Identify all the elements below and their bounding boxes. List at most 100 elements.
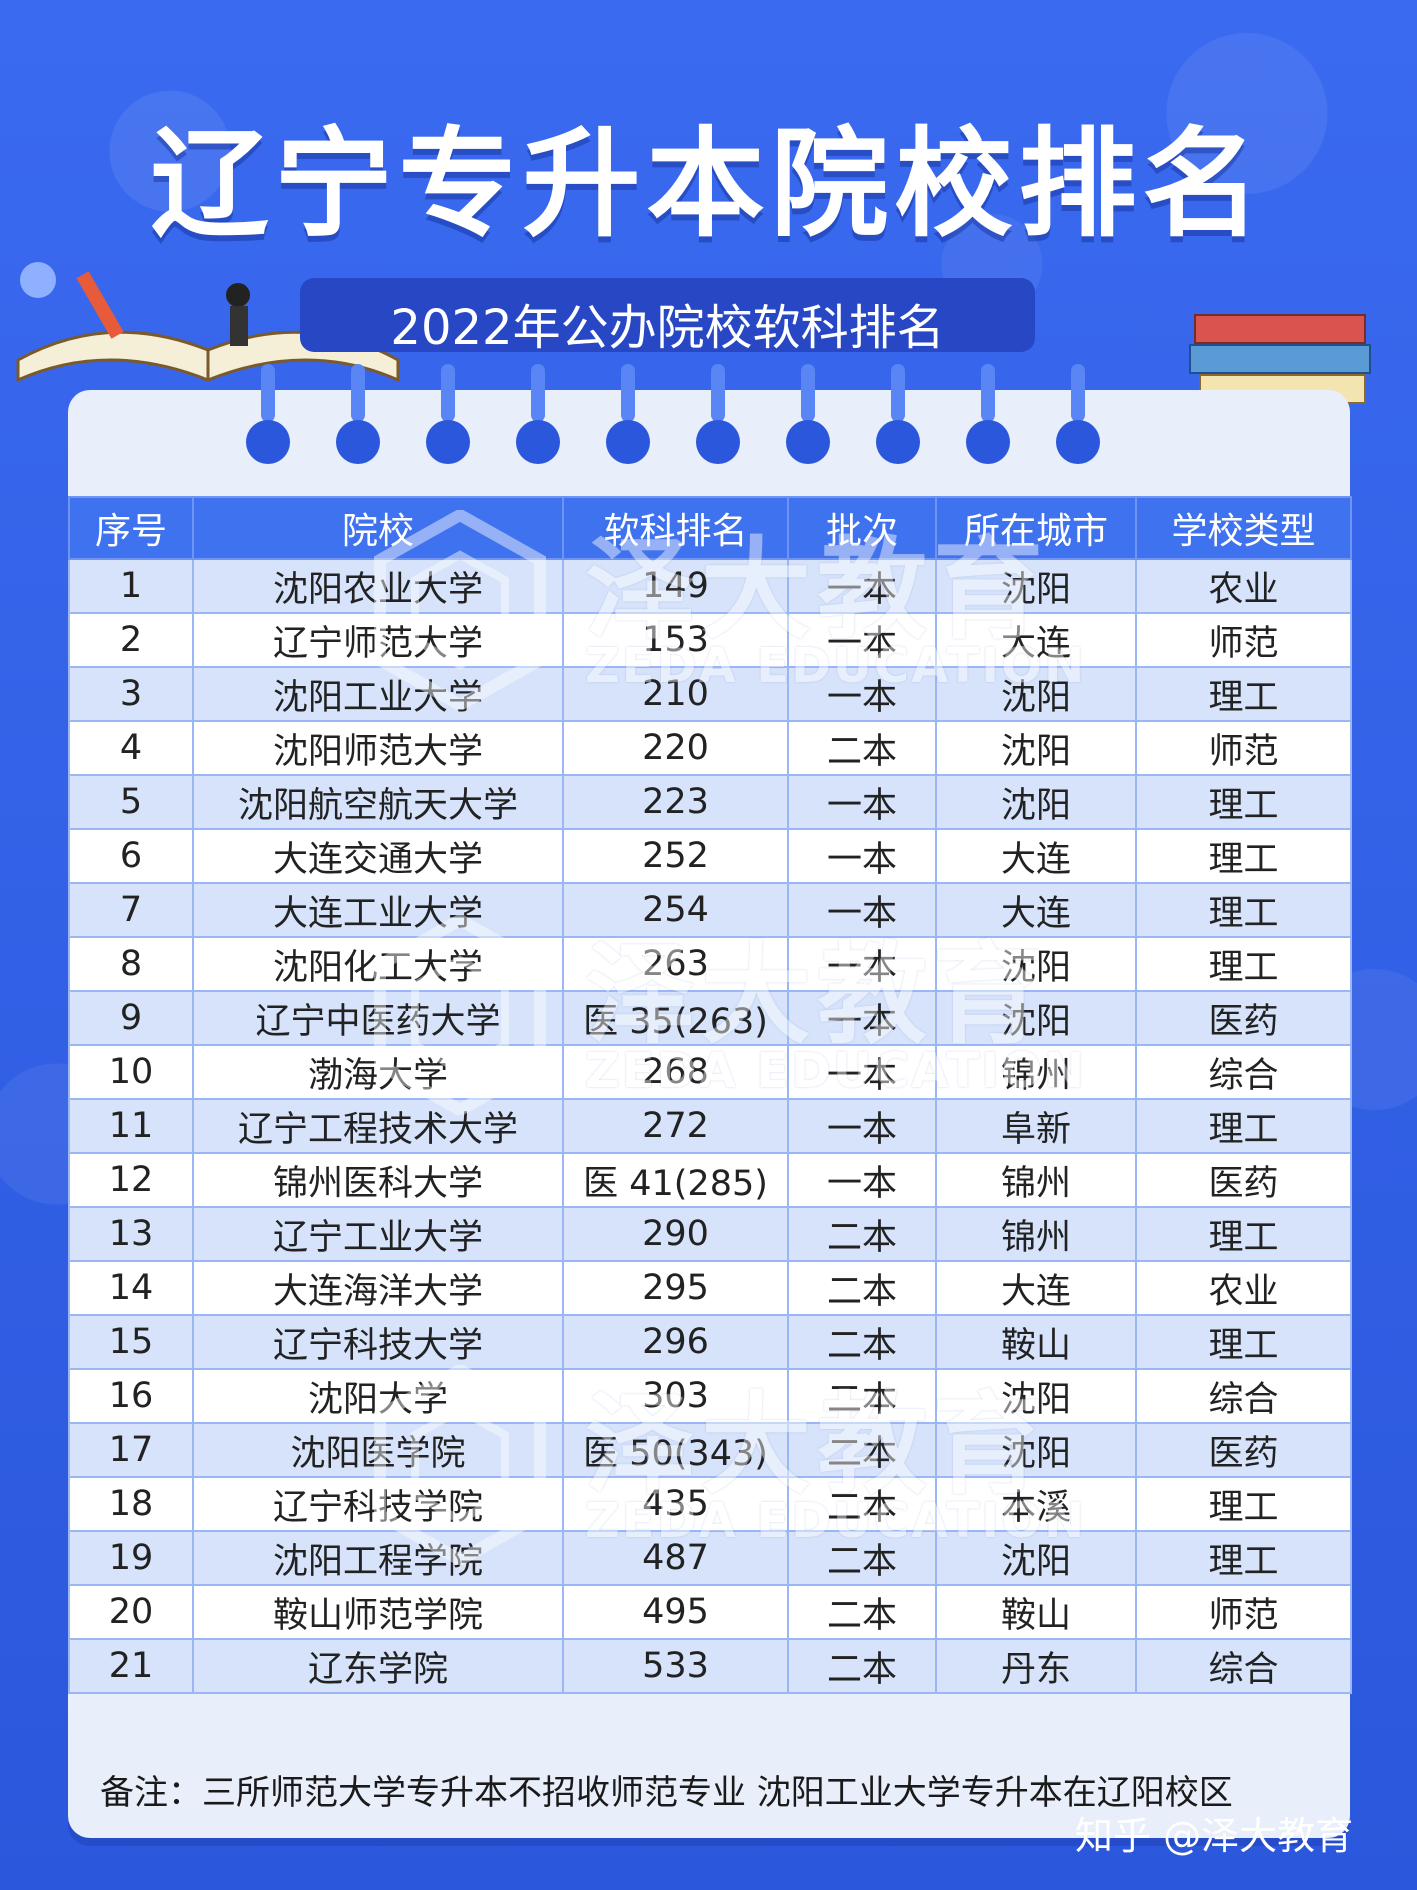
table-cell: 二本 <box>787 1638 937 1694</box>
table-cell: 医药 <box>1135 990 1352 1046</box>
table-cell: 一本 <box>787 1098 937 1154</box>
table-cell: 14 <box>68 1260 194 1316</box>
binder-ring <box>966 364 1010 464</box>
table-cell: 一本 <box>787 990 937 1046</box>
table-cell: 17 <box>68 1422 194 1478</box>
table-row: 16 沈阳大学 303 二本 沈阳 综合 <box>68 1368 1352 1424</box>
table-cell: 沈阳航空航天大学 <box>192 774 564 830</box>
table-cell: 辽宁科技大学 <box>192 1314 564 1370</box>
table-cell: 二本 <box>787 1476 937 1532</box>
table-cell: 435 <box>562 1476 789 1532</box>
table-row: 14 大连海洋大学 295 二本 大连 农业 <box>68 1260 1352 1316</box>
table-cell: 沈阳 <box>935 1422 1137 1478</box>
table-cell: 15 <box>68 1314 194 1370</box>
table-cell: 12 <box>68 1152 194 1208</box>
column-header: 序号 <box>68 496 194 560</box>
table-cell: 252 <box>562 828 789 884</box>
table-cell: 沈阳 <box>935 720 1137 776</box>
table-cell: 1 <box>68 558 194 614</box>
table-cell: 二本 <box>787 1530 937 1586</box>
table-cell: 一本 <box>787 774 937 830</box>
table-row: 13 辽宁工业大学 290 二本 锦州 理工 <box>68 1206 1352 1262</box>
table-cell: 农业 <box>1135 1260 1352 1316</box>
table-cell: 辽宁科技学院 <box>192 1476 564 1532</box>
table-cell: 理工 <box>1135 882 1352 938</box>
table-cell: 二本 <box>787 1422 937 1478</box>
table-cell: 13 <box>68 1206 194 1262</box>
table-cell: 268 <box>562 1044 789 1100</box>
book-stack-illustration <box>1189 314 1371 404</box>
column-header: 软科排名 <box>562 496 789 560</box>
table-cell: 医 41(285) <box>562 1152 789 1208</box>
table-cell: 理工 <box>1135 1530 1352 1586</box>
table-cell: 一本 <box>787 882 937 938</box>
table-body: 1 沈阳农业大学 149 一本 沈阳 农业 2 辽宁师范大学 153 一本 大连 师范 3 沈阳工业大学 2… <box>68 558 1352 1694</box>
table-cell: 师范 <box>1135 1584 1352 1640</box>
table-cell: 锦州 <box>935 1044 1137 1100</box>
table-cell: 20 <box>68 1584 194 1640</box>
table-cell: 290 <box>562 1206 789 1262</box>
table-cell: 沈阳 <box>935 666 1137 722</box>
table-cell: 鞍山师范学院 <box>192 1584 564 1640</box>
table-cell: 2 <box>68 612 194 668</box>
binder-ring <box>336 364 380 464</box>
table-cell: 沈阳农业大学 <box>192 558 564 614</box>
table-cell: 沈阳 <box>935 1368 1137 1424</box>
table-cell: 沈阳医学院 <box>192 1422 564 1478</box>
table-cell: 锦州医科大学 <box>192 1152 564 1208</box>
table-cell: 农业 <box>1135 558 1352 614</box>
table-row: 19 沈阳工程学院 487 二本 沈阳 理工 <box>68 1530 1352 1586</box>
table-cell: 9 <box>68 990 194 1046</box>
table-cell: 5 <box>68 774 194 830</box>
table-cell: 二本 <box>787 1368 937 1424</box>
table-row: 3 沈阳工业大学 210 一本 沈阳 理工 <box>68 666 1352 722</box>
binder-ring <box>786 364 830 464</box>
table-cell: 理工 <box>1135 774 1352 830</box>
table-cell: 医药 <box>1135 1152 1352 1208</box>
table-cell: 大连工业大学 <box>192 882 564 938</box>
table-cell: 8 <box>68 936 194 992</box>
table-row: 1 沈阳农业大学 149 一本 沈阳 农业 <box>68 558 1352 614</box>
table-cell: 二本 <box>787 1260 937 1316</box>
table-cell: 沈阳工业大学 <box>192 666 564 722</box>
table-row: 2 辽宁师范大学 153 一本 大连 师范 <box>68 612 1352 668</box>
binder-ring <box>516 364 560 464</box>
table-cell: 理工 <box>1135 1476 1352 1532</box>
table-cell: 一本 <box>787 936 937 992</box>
table-cell: 二本 <box>787 720 937 776</box>
table-cell: 沈阳师范大学 <box>192 720 564 776</box>
column-header: 批次 <box>787 496 937 560</box>
table-cell: 二本 <box>787 1584 937 1640</box>
table-cell: 一本 <box>787 828 937 884</box>
binder-ring <box>1056 364 1100 464</box>
table-cell: 辽东学院 <box>192 1638 564 1694</box>
table-cell: 大连 <box>935 828 1137 884</box>
table-cell: 辽宁中医药大学 <box>192 990 564 1046</box>
table-row: 10 渤海大学 268 一本 锦州 综合 <box>68 1044 1352 1100</box>
table-cell: 一本 <box>787 1152 937 1208</box>
table-cell: 锦州 <box>935 1152 1137 1208</box>
table-cell: 医 35(263) <box>562 990 789 1046</box>
table-cell: 295 <box>562 1260 789 1316</box>
table-cell: 4 <box>68 720 194 776</box>
table-row: 6 大连交通大学 252 一本 大连 理工 <box>68 828 1352 884</box>
table-cell: 263 <box>562 936 789 992</box>
page-title: 辽宁专升本院校排名 <box>150 115 1267 253</box>
table-cell: 师范 <box>1135 612 1352 668</box>
table-cell: 一本 <box>787 1044 937 1100</box>
table-header-row: 序号 院校 软科排名 批次 所在城市 学校类型 <box>68 496 1352 560</box>
binder-ring <box>606 364 650 464</box>
table-cell: 大连 <box>935 612 1137 668</box>
table-row: 15 辽宁科技大学 296 二本 鞍山 理工 <box>68 1314 1352 1370</box>
table-cell: 18 <box>68 1476 194 1532</box>
table-row: 11 辽宁工程技术大学 272 一本 阜新 理工 <box>68 1098 1352 1154</box>
binder-ring <box>426 364 470 464</box>
table-cell: 渤海大学 <box>192 1044 564 1100</box>
table-cell: 理工 <box>1135 828 1352 884</box>
table-cell: 272 <box>562 1098 789 1154</box>
footnote: 备注：三所师范大学专升本不招收师范专业 沈阳工业大学专升本在辽阳校区 <box>100 1773 1233 1813</box>
table-cell: 沈阳 <box>935 774 1137 830</box>
table-row: 18 辽宁科技学院 435 二本 本溪 理工 <box>68 1476 1352 1532</box>
column-header: 所在城市 <box>935 496 1137 560</box>
table-row: 20 鞍山师范学院 495 二本 鞍山 师范 <box>68 1584 1352 1640</box>
